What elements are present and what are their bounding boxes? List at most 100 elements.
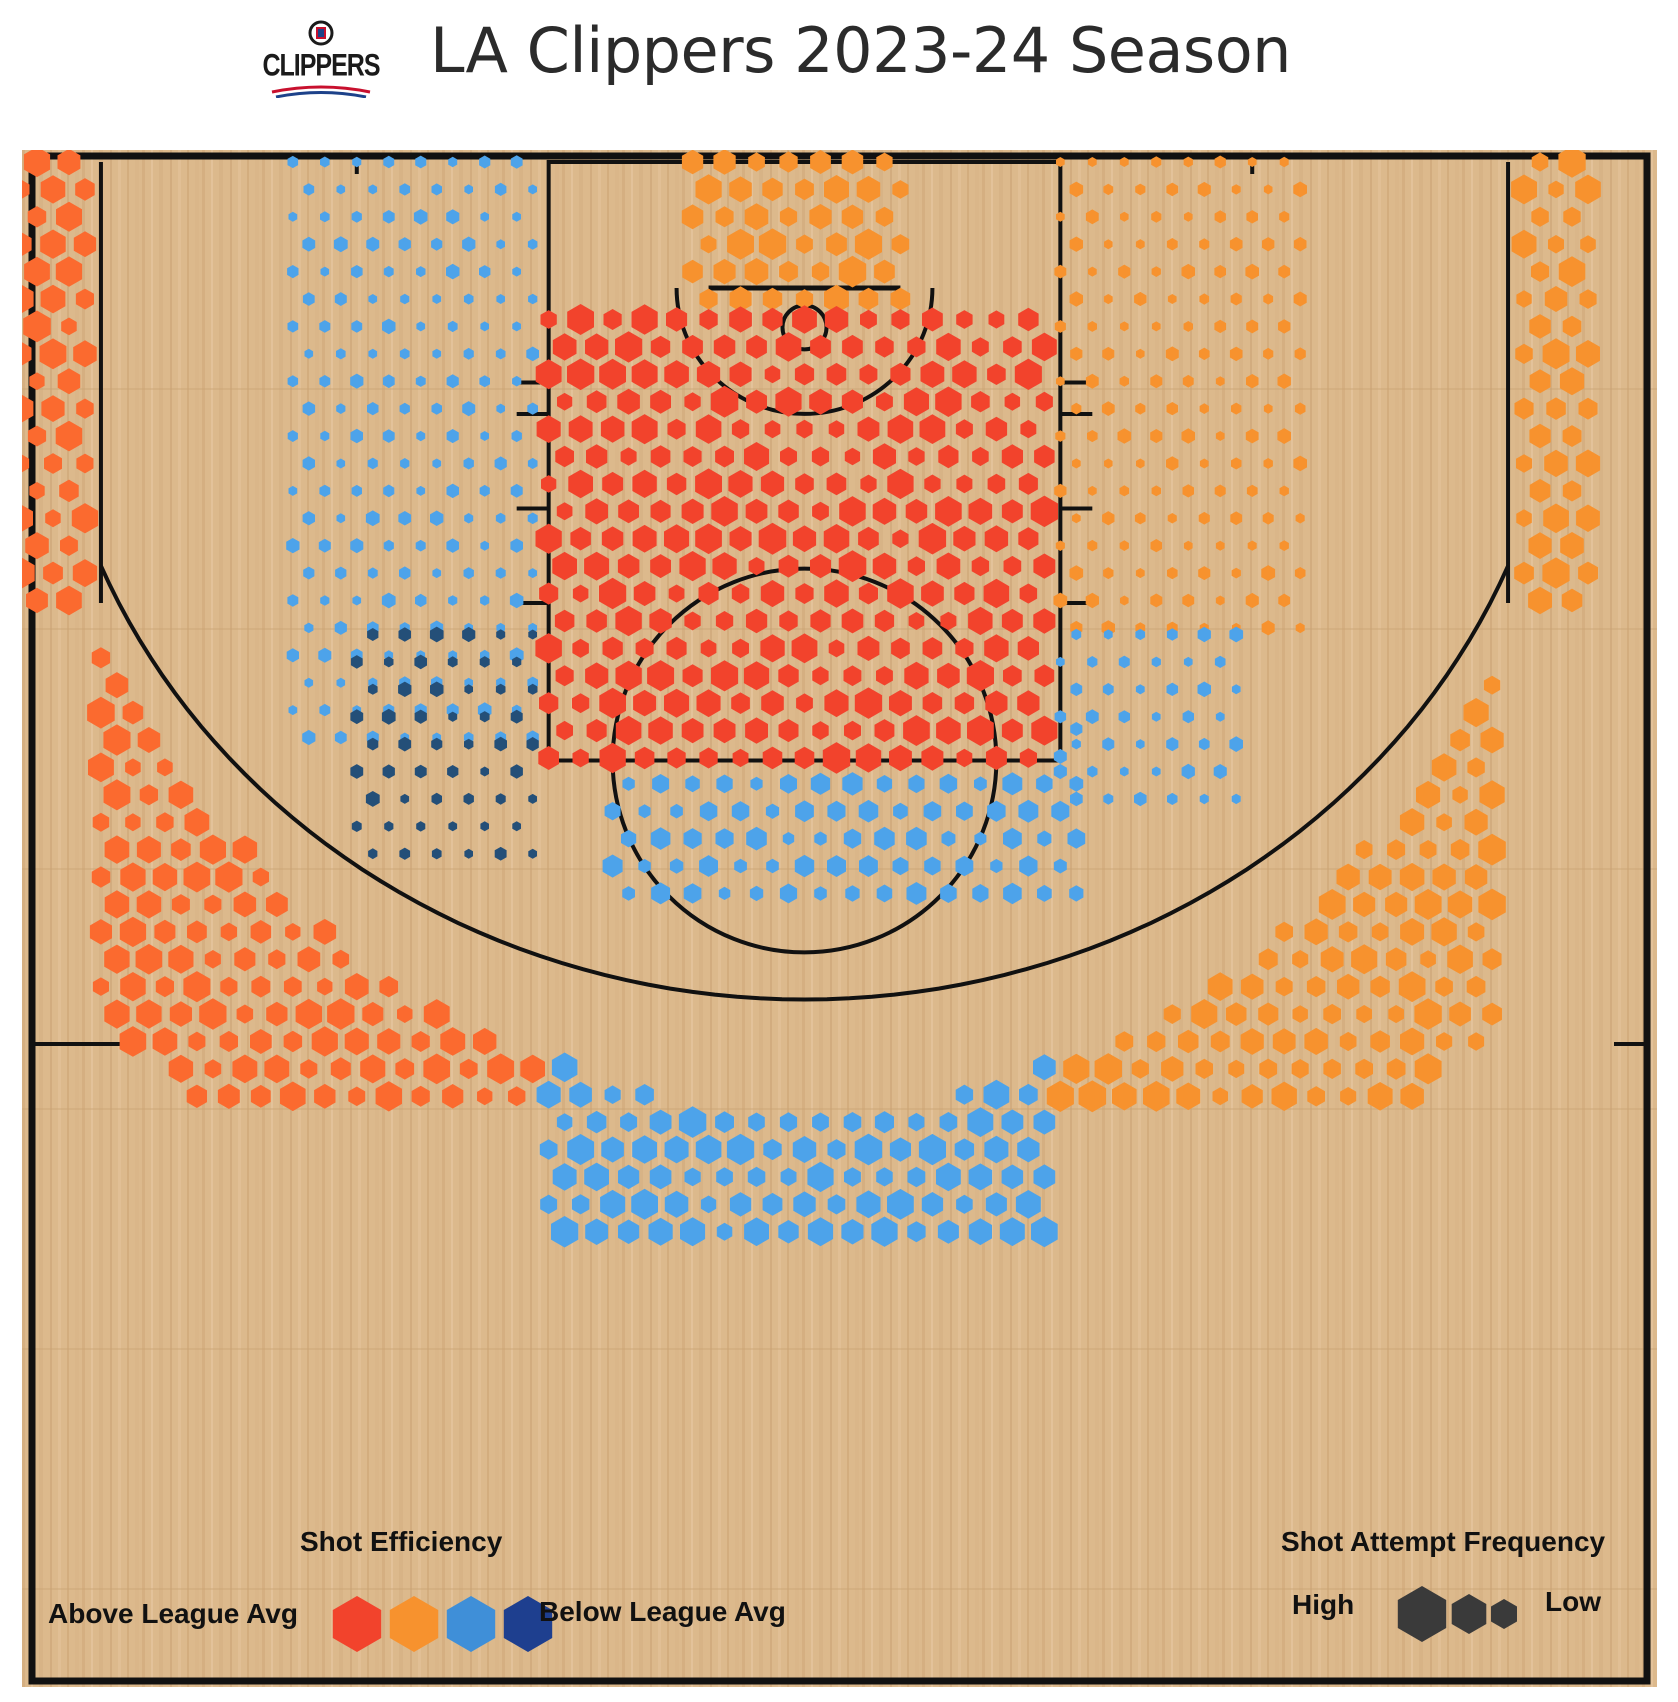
shot-hexbin [104, 835, 130, 864]
shot-hexbin [336, 348, 346, 360]
shot-hexbin [1166, 737, 1179, 752]
shot-hexbin [1131, 1059, 1149, 1079]
shot-hexbin [318, 538, 331, 553]
shot-hexbin [1245, 592, 1259, 609]
shot-hexbin [567, 1134, 595, 1166]
shot-hexbin [841, 389, 863, 414]
shot-hexbin [572, 693, 590, 714]
shot-hexbin [1053, 592, 1068, 609]
shot-hexbin [585, 333, 609, 361]
shot-hexbin [55, 256, 83, 287]
shot-hexbin [287, 320, 299, 333]
shot-hexbin [336, 458, 346, 469]
shot-hexbin [398, 511, 412, 526]
shot-hexbin [219, 1030, 238, 1052]
shot-hexbin [987, 363, 1006, 385]
shot-hexbin [251, 975, 271, 998]
shot-hexbin [700, 235, 717, 254]
shot-hexbin [842, 334, 863, 359]
shot-hexbin [1294, 402, 1306, 415]
shot-hexbin [907, 1166, 926, 1188]
shot-hexbin [1529, 369, 1551, 394]
shot-hexbin [120, 972, 146, 1002]
shot-hexbin [891, 234, 910, 255]
shot-hexbin [22, 342, 32, 366]
shot-hexbin [620, 1112, 638, 1132]
shot-hexbin [1056, 656, 1065, 667]
shot-hexbin [1277, 373, 1291, 389]
shot-hexbin [168, 1054, 194, 1083]
shot-hexbin [952, 360, 977, 389]
shot-hexbin [874, 719, 895, 743]
shot-hexbin [907, 1221, 926, 1243]
shot-hexbin [1294, 567, 1306, 580]
shot-hexbin [1017, 636, 1039, 661]
shot-hexbin [615, 715, 642, 746]
shot-hexbin [924, 474, 941, 494]
shot-hexbin [1003, 882, 1022, 905]
shot-hexbin [1151, 656, 1161, 668]
shot-hexbin [680, 1217, 706, 1247]
shot-hexbin [1414, 888, 1442, 920]
shot-hexbin [431, 183, 442, 196]
shot-hexbin [541, 475, 557, 493]
shot-hexbin [382, 318, 396, 335]
shot-hexbin [856, 175, 881, 203]
shot-hexbin [1003, 665, 1022, 687]
shot-hexbin [103, 779, 131, 811]
shot-hexbin [812, 1112, 829, 1132]
shot-hexbin [1037, 884, 1052, 902]
shot-hexbin [1293, 181, 1307, 198]
shot-hexbin [1212, 1087, 1228, 1106]
shot-hexbin [1246, 484, 1258, 497]
shot-hexbin [1478, 888, 1506, 921]
shot-hexbin [320, 211, 330, 223]
shot-hexbin [512, 656, 522, 668]
shot-hexbin [827, 1194, 846, 1215]
shot-hexbin [631, 359, 658, 390]
shot-hexbin [1231, 793, 1241, 805]
shot-hexbin [1163, 1004, 1181, 1024]
shot-hexbin [956, 474, 973, 494]
shot-hexbin [762, 307, 783, 332]
shot-hexbin [1340, 1087, 1357, 1106]
shot-hexbin [1151, 210, 1162, 223]
shot-hexbin [762, 177, 783, 202]
shot-hexbin [446, 483, 459, 499]
shot-hexbin [479, 484, 490, 497]
shot-hexbin [1371, 922, 1389, 942]
shot-hexbin [1181, 263, 1195, 280]
shot-hexbin [1399, 862, 1425, 892]
shot-hexbin [1293, 236, 1307, 252]
chart-header: CLIPPERS LA Clippers 2023-24 Season [0, 0, 1678, 130]
shot-hexbin [556, 502, 573, 521]
shot-hexbin [1562, 480, 1582, 502]
shot-hexbin [1263, 458, 1273, 469]
shot-hexbin [1514, 397, 1534, 420]
shot-hexbin [685, 775, 700, 793]
shot-hexbin [512, 321, 521, 332]
shot-hexbin [528, 629, 537, 640]
shot-hexbin [1055, 540, 1065, 551]
shot-hexbin [650, 389, 671, 414]
shot-hexbin [1136, 739, 1145, 750]
shot-hexbin [1056, 157, 1065, 167]
shot-hexbin [622, 776, 635, 791]
shot-hexbin [1516, 509, 1532, 528]
shot-hexbin [447, 656, 458, 668]
shot-hexbin [889, 744, 912, 772]
shot-hexbin [1178, 1029, 1199, 1054]
shot-hexbin [494, 846, 507, 861]
shot-hexbin [1229, 236, 1243, 252]
shot-hexbin [1579, 289, 1597, 309]
shot-hexbin [1195, 1058, 1213, 1079]
shot-hexbin [464, 738, 474, 750]
shot-hexbin [1135, 239, 1145, 250]
shot-hexbin [330, 1057, 351, 1081]
shot-hexbin [1069, 181, 1084, 198]
shot-hexbin [463, 347, 474, 360]
shot-hexbin [1240, 1028, 1264, 1055]
shot-hexbin [495, 512, 506, 524]
shot-hexbin [1150, 374, 1163, 389]
shot-hexbin [1199, 293, 1210, 305]
